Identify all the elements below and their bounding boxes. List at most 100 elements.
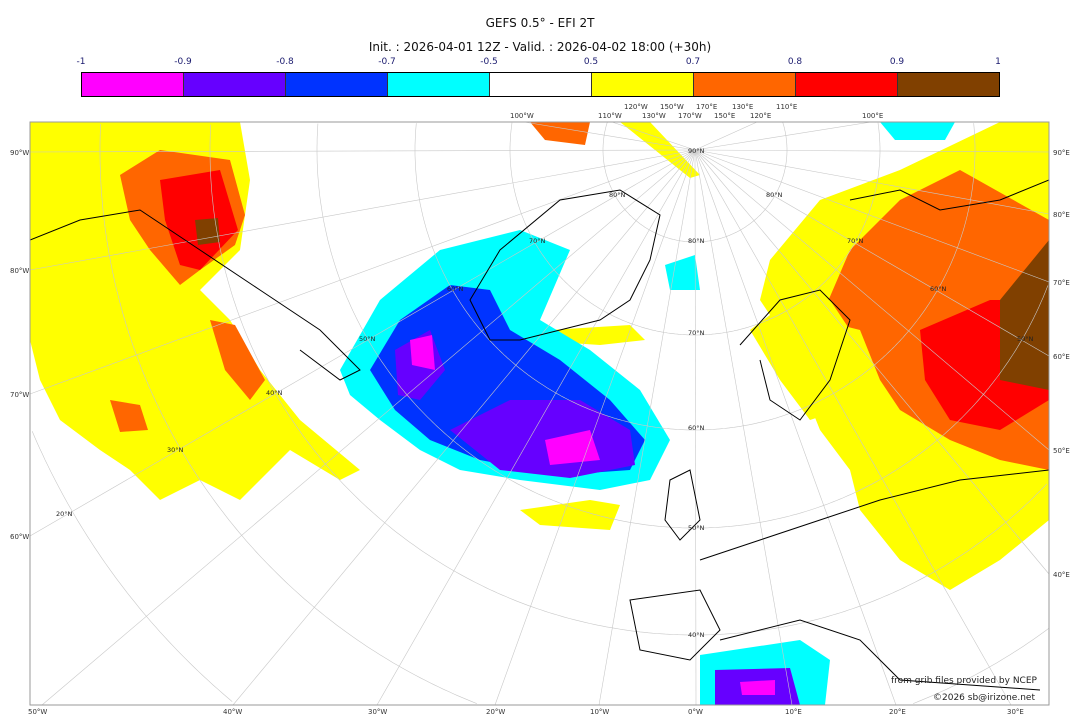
lat-label: 30°N (167, 446, 184, 454)
axis-top-label: 120°W (624, 103, 648, 111)
lat-label: 80°N (766, 191, 783, 199)
axis-left-label: 90°W (10, 149, 29, 157)
colorbar-segment (388, 73, 490, 96)
axis-labels: 90°W 80°W 70°W 60°W 90°E 80°E 70°E 60°E … (10, 103, 1070, 716)
field-magenta-1 (410, 335, 435, 370)
colorbar-segment (694, 73, 796, 96)
latitude-circle (782, 122, 788, 150)
colorbar-segment (184, 73, 286, 96)
graticule (29, 121, 1050, 706)
axis-top-label: 110°E (776, 103, 797, 111)
axis-top-label: 100°W (510, 112, 534, 120)
cb-tick: 1 (995, 57, 1001, 67)
latitude-labels: 90°N 80°N 70°N 60°N 50°N 40°N 30°N 20°N … (56, 147, 1034, 639)
axis-right-label: 80°E (1053, 211, 1070, 219)
field-magenta-2 (545, 430, 600, 465)
map-subtitle: Init. : 2026-04-01 12Z - Valid. : 2026-0… (368, 40, 712, 54)
axis-bottom-label: 20°W (486, 708, 505, 716)
latitude-circle (414, 123, 976, 431)
axis-right-label: 50°E (1053, 447, 1070, 455)
lat-label: 50°N (688, 524, 705, 532)
colorbar-segment (592, 73, 694, 96)
field-yellow-atlantic (520, 500, 620, 530)
lat-label: 60°N (688, 424, 705, 432)
latitude-circle (602, 122, 788, 243)
lat-label: 50°N (359, 335, 376, 343)
cb-tick: 0.9 (889, 57, 905, 67)
latitude-circle (877, 122, 881, 150)
latitude-circle (31, 431, 233, 702)
cb-tick: -0.5 (480, 57, 498, 67)
axis-top-label: 150°E (714, 112, 735, 120)
field-magenta-iberia (740, 680, 775, 695)
axis-right-label: 70°E (1053, 279, 1070, 287)
cb-tick: -0.7 (378, 57, 396, 67)
latitude-circle (99, 123, 478, 704)
latitude-circle (209, 124, 1048, 636)
cb-tick: 0.8 (787, 57, 803, 67)
axis-right-label: 60°E (1053, 353, 1070, 361)
lat-label: 60°N (930, 285, 947, 293)
colorbar-segment (898, 73, 999, 96)
lat-label: 60°N (447, 285, 464, 293)
axis-bottom-label: 10°E (785, 708, 802, 716)
axis-bottom-label: 30°E (1007, 708, 1024, 716)
axis-bottom-label: 20°E (889, 708, 906, 716)
axis-top-label: 170°E (696, 103, 717, 111)
axis-bottom-label: 10°W (590, 708, 609, 716)
lat-label: 40°N (688, 631, 705, 639)
axis-top-label: 130°E (732, 103, 753, 111)
copyright: ©2026 sb@irizone.net (933, 693, 1035, 703)
axis-left-label: 80°W (10, 267, 29, 275)
lat-label: 70°N (529, 237, 546, 245)
lat-label: 70°N (847, 237, 864, 245)
axis-top-label: 100°E (862, 112, 883, 120)
map-title: GEFS 0.5° - EFI 2T (485, 16, 595, 30)
lat-label: 90°N (688, 147, 705, 155)
field-yellow-scandinavia (750, 300, 850, 420)
axis-top-label: 170°W (678, 112, 702, 120)
field-yellow-greenland-e (550, 325, 645, 345)
map-frame (29, 121, 1050, 706)
field-orange-small (110, 400, 148, 432)
cb-tick: 0.7 (685, 57, 701, 67)
axis-top-label: 150°W (660, 103, 684, 111)
colorbar-segment (490, 73, 592, 96)
efi-field (30, 122, 1049, 705)
field-cyan-ne (880, 122, 955, 140)
data-source-credit: from grib files provided by NCEP (891, 676, 1037, 686)
axis-top-label: 110°W (598, 112, 622, 120)
lat-label: 50°N (1017, 335, 1034, 343)
lat-label: 20°N (56, 510, 73, 518)
axis-top-label: 120°E (750, 112, 771, 120)
colorbar-segment (82, 73, 184, 96)
cb-tick: -0.9 (174, 57, 192, 67)
field-orange-labrador (210, 320, 265, 400)
axis-bottom-label: 40°W (223, 708, 242, 716)
latitude-circle (912, 628, 1050, 704)
axis-bottom-label: 50°W (28, 708, 47, 716)
coastlines (30, 179, 1049, 691)
lat-label: 80°N (688, 237, 705, 245)
field-brown-canada (195, 218, 220, 245)
cb-tick: -0.8 (276, 57, 294, 67)
field-cyan-svalbard (665, 255, 700, 290)
lat-label: 40°N (266, 389, 283, 397)
colorbar-segment (286, 73, 388, 96)
axis-right-label: 40°E (1053, 571, 1070, 579)
lat-label: 80°N (609, 191, 626, 199)
axis-bottom-label: 30°W (368, 708, 387, 716)
axis-left-label: 60°W (10, 533, 29, 541)
latitude-circle (973, 123, 976, 150)
latitude-circle (509, 122, 881, 336)
axis-right-label: 90°E (1053, 149, 1070, 157)
axis-left-label: 70°W (10, 391, 29, 399)
colorbar-segment (796, 73, 898, 96)
field-orange-arctic (530, 122, 590, 145)
cb-tick: 0.5 (583, 57, 599, 67)
axis-top-label: 130°W (642, 112, 666, 120)
lat-label: 70°N (688, 329, 705, 337)
axis-bottom-label: 0°W (688, 708, 703, 716)
latitude-circle (316, 123, 1049, 529)
